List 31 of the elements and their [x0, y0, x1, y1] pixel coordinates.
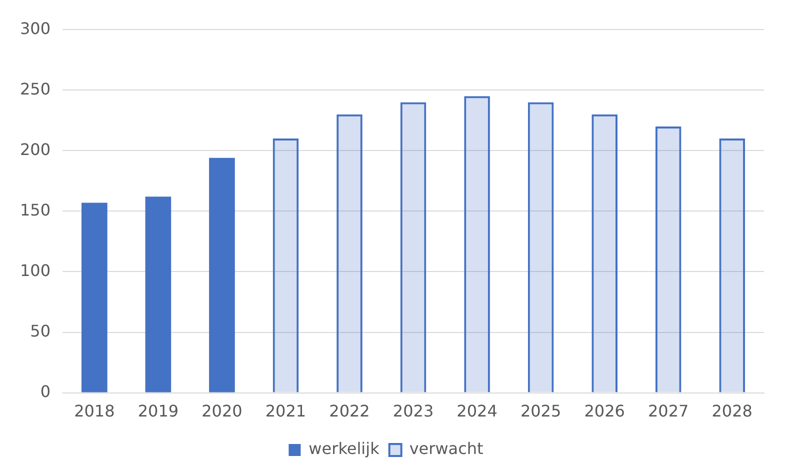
x-tick-label: 2021 [265, 402, 306, 421]
bar [82, 202, 108, 392]
y-tick-label: 50 [30, 321, 51, 340]
y-tick-label: 150 [20, 200, 51, 220]
bar [655, 126, 682, 392]
x-tick-label: 2028 [712, 402, 752, 421]
x-tick-label: 2025 [520, 402, 562, 421]
x-tick-label: 2023 [392, 402, 434, 421]
x-tick-label: 2022 [329, 402, 370, 421]
bar [272, 138, 299, 392]
x-tick-label: 2018 [74, 402, 115, 421]
legend-label: verwacht [409, 439, 484, 458]
x-tick-label: 2020 [202, 402, 242, 421]
x-tick-label: 2019 [138, 402, 179, 421]
y-tick-label: 300 [20, 18, 51, 38]
bar [400, 102, 426, 392]
y-tick-label: 100 [20, 260, 51, 280]
legend-label: werkelijk [308, 439, 380, 458]
x-tick-label: 2027 [648, 402, 689, 421]
x-tick-label: 2026 [584, 402, 625, 421]
bar [336, 114, 362, 392]
x-tick-label: 2024 [456, 402, 498, 421]
bar [209, 158, 235, 392]
bar [719, 138, 746, 392]
y-tick-label: 200 [20, 140, 51, 159]
bar [145, 196, 172, 392]
bar [464, 96, 490, 392]
y-tick-label: 0 [40, 382, 51, 401]
y-tick-label: 250 [20, 79, 51, 98]
bar [592, 114, 618, 392]
bar [528, 102, 554, 392]
